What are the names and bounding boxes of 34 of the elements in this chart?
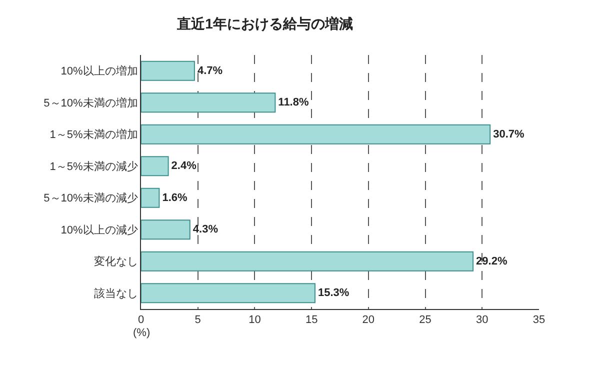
y-tick-label: 変化なし [94,255,138,268]
data-label: 11.8% [278,96,309,109]
bar [141,156,169,176]
y-tick-label: 該当なし [94,286,138,300]
bar [141,251,474,272]
bar [141,92,276,113]
bar [141,124,491,144]
y-tick-label: 1～5%未満の増加 [50,128,138,142]
data-label: 15.3% [318,287,350,300]
y-tick-label: 5～10%未満の増加 [44,96,138,110]
data-label: 2.4% [171,160,197,172]
y-tick-label: 1～5%未満の減少 [50,160,138,173]
x-tick-label: 0 [138,314,144,326]
data-label: 30.7% [493,128,525,140]
data-label: 29.2% [476,255,508,268]
chart-title: 直近1年における給与の増減 [176,16,353,32]
bar [141,188,160,208]
bar [141,283,316,304]
x-tick-label: 25 [419,314,432,326]
y-tick-label: 5～10%未満の減少 [44,192,138,205]
data-label: 4.3% [192,224,218,236]
data-label: 4.7% [197,64,223,77]
x-tick-label: 15 [305,314,318,326]
x-tick-label: 10 [248,314,261,326]
x-axis-title: (%) [133,327,150,339]
bar [141,220,190,240]
x-tick-label: 5 [194,314,201,326]
x-tick-label: 30 [476,314,488,326]
y-tick-label: 10%以上の増加 [60,64,138,78]
y-tick-label: 10%以上の減少 [60,223,138,236]
x-tick-label: 35 [532,314,546,326]
x-tick-label: 20 [362,314,375,326]
data-label: 1.6% [162,192,188,204]
bar [141,60,195,81]
